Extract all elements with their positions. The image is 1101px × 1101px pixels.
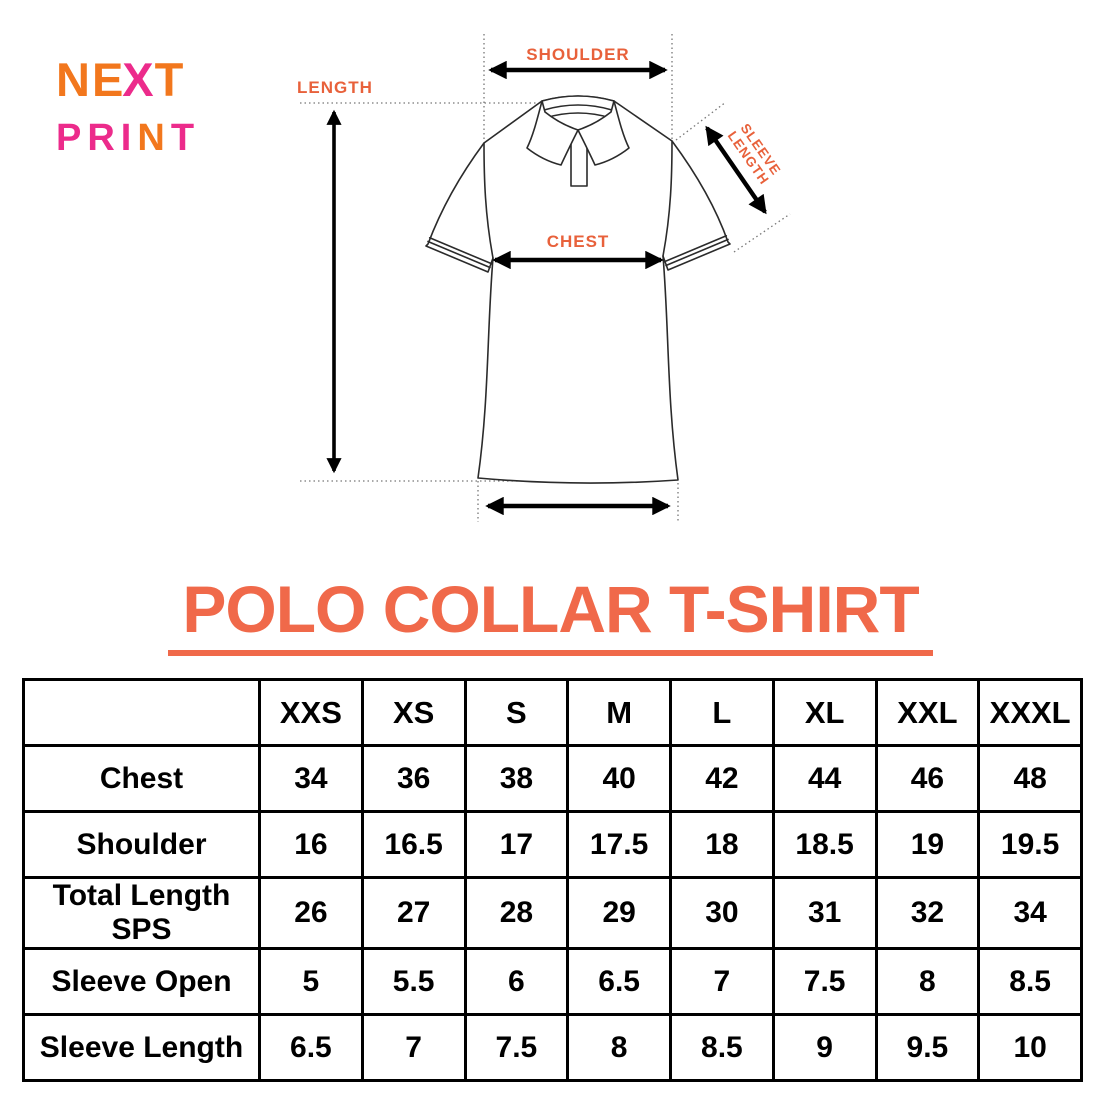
- polo-shirt-drawing: [425, 95, 731, 484]
- row-label: Sleeve Open: [22, 947, 261, 1016]
- size-col-header: XS: [360, 678, 467, 747]
- size-value-cell: 8: [874, 947, 981, 1016]
- size-value-cell: 6.5: [566, 947, 672, 1016]
- size-value-cell: 16: [258, 810, 364, 879]
- size-value-cell: 19.5: [977, 810, 1083, 879]
- size-value-cell: 40: [566, 744, 672, 813]
- chest-label: CHEST: [547, 232, 610, 251]
- row-label: Total Length SPS: [22, 876, 261, 950]
- left-cuff-stripe: [427, 237, 493, 269]
- size-col-header: XXXL: [977, 678, 1083, 747]
- table-row: Chest 34 36 38 40 42 44 46 48: [22, 744, 1083, 813]
- size-value-cell: 10: [977, 1013, 1083, 1082]
- size-value-cell: 5.5: [360, 947, 467, 1016]
- size-value-cell: 7.5: [771, 947, 878, 1016]
- measurement-diagram: LENGTH SHOULDER CHEST SLEEVE LENGTH: [297, 34, 791, 522]
- size-value-cell: 8: [566, 1013, 672, 1082]
- size-value-cell: 32: [874, 876, 981, 950]
- size-value-cell: 9.5: [874, 1013, 981, 1082]
- size-value-cell: 34: [977, 876, 1083, 950]
- size-col-header: XXL: [874, 678, 981, 747]
- row-label: Shoulder: [22, 810, 261, 879]
- table-row: Sleeve Open 5 5.5 6 6.5 7 7.5 8 8.5: [22, 947, 1083, 1016]
- sleeve-top-guide: [675, 101, 727, 141]
- size-value-cell: 7: [669, 947, 775, 1016]
- size-value-cell: 48: [977, 744, 1083, 813]
- size-value-cell: 17.5: [566, 810, 672, 879]
- size-value-cell: 8.5: [977, 947, 1083, 1016]
- brand-logo: NEXT PRINT: [56, 56, 200, 157]
- size-col-header: S: [463, 678, 570, 747]
- size-value-cell: 28: [463, 876, 570, 950]
- size-value-cell: 46: [874, 744, 981, 813]
- size-value-cell: 38: [463, 744, 570, 813]
- size-value-cell: 31: [771, 876, 878, 950]
- brand-print-n: N: [137, 117, 171, 159]
- right-cuff-stripe: [663, 235, 729, 267]
- right-collar-flap: [577, 100, 630, 166]
- size-value-cell: 16.5: [360, 810, 467, 879]
- brand-print-pri: PRI: [56, 117, 138, 159]
- size-value-cell: 44: [771, 744, 878, 813]
- size-value-cell: 7.5: [463, 1013, 570, 1082]
- row-label: Sleeve Length: [22, 1013, 261, 1082]
- table-row: Total Length SPS 26 27 28 29 30 31 32 34: [22, 876, 1083, 950]
- size-chart-table: XXS XS S M L XL XXL XXXL Chest 34 36 38 40 42 44 46 48 Sh…: [22, 678, 1083, 1082]
- row-label: Chest: [22, 744, 261, 813]
- size-value-cell: 7: [360, 1013, 467, 1082]
- size-header-row: XXS XS S M L XL XXL XXXL: [22, 678, 1083, 747]
- brand-next-t: T: [154, 53, 186, 106]
- size-col-header: L: [669, 678, 775, 747]
- size-value-cell: 29: [566, 876, 672, 950]
- brand-word-next: NEXT: [56, 56, 200, 103]
- left-collar-flap: [526, 100, 579, 166]
- size-value-cell: 27: [360, 876, 467, 950]
- size-value-cell: 30: [669, 876, 775, 950]
- collar-band-seam: [543, 104, 613, 111]
- right-armhole-seam: [662, 140, 673, 257]
- size-value-cell: 18.5: [771, 810, 878, 879]
- shoulder-label: SHOULDER: [526, 45, 629, 64]
- size-value-cell: 26: [258, 876, 364, 950]
- size-col-header: XXS: [258, 678, 364, 747]
- size-value-cell: 19: [874, 810, 981, 879]
- size-value-cell: 6: [463, 947, 570, 1016]
- brand-word-print: PRINT: [56, 119, 200, 157]
- size-value-cell: 42: [669, 744, 775, 813]
- size-value-cell: 6.5: [258, 1013, 364, 1082]
- left-armhole-seam: [483, 142, 494, 259]
- measurement-arrows: [326, 60, 767, 516]
- table-row: Shoulder 16 16.5 17 17.5 18 18.5 19 19.5: [22, 810, 1083, 879]
- title-wrap: POLO COLLAR T-SHIRT: [0, 576, 1101, 656]
- size-value-cell: 18: [669, 810, 775, 879]
- size-value-cell: 34: [258, 744, 364, 813]
- page-title: POLO COLLAR T-SHIRT: [168, 576, 933, 656]
- size-col-header: M: [566, 678, 672, 747]
- size-value-cell: 17: [463, 810, 570, 879]
- size-col-header: XL: [771, 678, 878, 747]
- sleeve-bottom-guide: [733, 213, 791, 253]
- length-label: LENGTH: [297, 78, 373, 97]
- brand-print-t: T: [170, 117, 201, 159]
- size-value-cell: 5: [258, 947, 364, 1016]
- brand-next-ne: NE: [56, 53, 126, 106]
- corner-cell: [22, 678, 261, 747]
- size-value-cell: 9: [771, 1013, 878, 1082]
- sleeve-length-arrow: [705, 125, 767, 215]
- size-value-cell: 8.5: [669, 1013, 775, 1082]
- guide-lines: [300, 34, 791, 522]
- brand-next-x: X: [122, 53, 156, 106]
- sleeve-length-label: SLEEVE LENGTH: [725, 121, 784, 188]
- size-value-cell: 36: [360, 744, 467, 813]
- table-row: Sleeve Length 6.5 7 7.5 8 8.5 9 9.5 10: [22, 1013, 1083, 1082]
